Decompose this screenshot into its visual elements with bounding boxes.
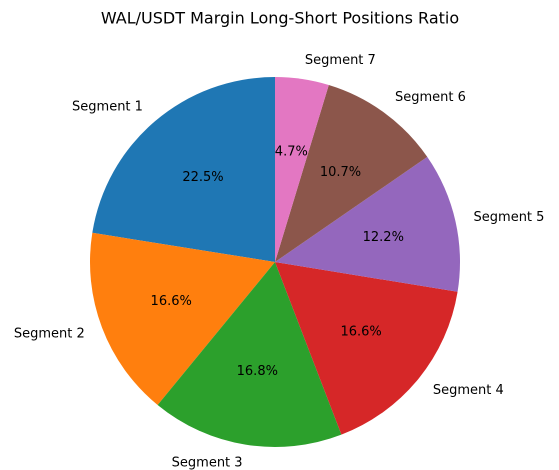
value-label: 4.7% xyxy=(275,145,308,160)
pie-slice xyxy=(275,77,329,262)
slice-label: Segment 1 xyxy=(72,100,143,115)
slice-label: Segment 6 xyxy=(395,90,466,105)
value-label: 16.6% xyxy=(151,294,192,309)
value-label: 22.5% xyxy=(182,170,223,185)
slice-label: Segment 7 xyxy=(305,53,376,68)
pie-slice xyxy=(275,262,458,435)
slice-label: Segment 4 xyxy=(433,383,504,398)
pie-slice xyxy=(275,156,460,292)
pie-slice xyxy=(275,84,428,262)
pie-slice xyxy=(90,232,275,405)
slice-label: Segment 5 xyxy=(474,210,545,225)
value-label: 16.6% xyxy=(340,325,381,340)
value-label: 16.8% xyxy=(237,364,278,379)
pie-slice xyxy=(92,77,275,262)
value-label: 10.7% xyxy=(320,165,361,180)
slice-label: Segment 2 xyxy=(14,327,85,342)
chart-title: WAL/USDT Margin Long-Short Positions Rat… xyxy=(101,9,459,28)
value-label: 12.2% xyxy=(363,230,404,245)
pie-slice xyxy=(157,262,342,448)
slice-label: Segment 3 xyxy=(172,455,243,470)
